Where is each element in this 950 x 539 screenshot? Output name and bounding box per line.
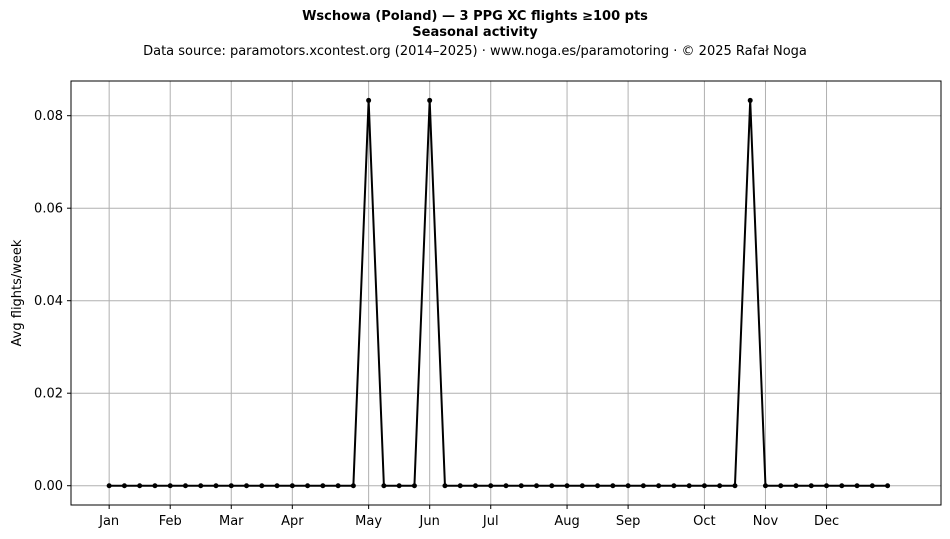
data-point — [762, 483, 768, 489]
data-point — [289, 483, 295, 489]
data-point — [366, 97, 372, 103]
data-point — [381, 483, 387, 489]
y-tick-label: 0.04 — [34, 294, 63, 309]
series-avg-flights — [106, 97, 891, 489]
x-tick-label: May — [355, 514, 382, 529]
data-point — [396, 483, 402, 489]
data-point — [442, 483, 448, 489]
data-point — [182, 483, 188, 489]
data-point — [717, 483, 723, 489]
data-point — [640, 483, 646, 489]
y-tick-label: 0.06 — [34, 202, 63, 217]
data-source-note: Data source: paramotors.xcontest.org (20… — [143, 44, 807, 59]
data-point — [610, 483, 616, 489]
data-point — [701, 483, 707, 489]
x-tick-label: Jul — [482, 514, 499, 529]
data-point — [595, 483, 601, 489]
data-point — [274, 483, 280, 489]
x-tick-label: Apr — [281, 514, 304, 529]
chart-subtitle: Seasonal activity — [412, 25, 538, 40]
data-point — [839, 483, 845, 489]
data-point — [320, 483, 326, 489]
data-point — [686, 483, 692, 489]
data-point — [411, 483, 417, 489]
data-point — [198, 483, 204, 489]
data-point — [503, 483, 509, 489]
data-point — [305, 483, 311, 489]
data-point — [350, 483, 356, 489]
data-point — [137, 483, 143, 489]
data-point — [778, 483, 784, 489]
data-point — [121, 483, 127, 489]
data-point — [427, 97, 433, 103]
data-point — [152, 483, 158, 489]
grid-lines — [71, 81, 941, 505]
y-tick-label: 0.00 — [34, 479, 63, 494]
data-point — [869, 483, 875, 489]
data-point — [824, 483, 830, 489]
x-tick-label: Dec — [814, 514, 839, 529]
axis-ticks: Jan Feb Mar Apr May Jun Jul Aug Sep Oct Nov Dec 0.00… — [34, 109, 839, 529]
data-point — [472, 483, 478, 489]
data-point — [335, 483, 341, 489]
data-point — [549, 483, 555, 489]
x-tick-label: Sep — [616, 514, 641, 529]
data-point — [244, 483, 250, 489]
x-tick-label: Jan — [98, 514, 119, 529]
data-point — [259, 483, 265, 489]
series-line — [109, 99, 888, 487]
data-point — [534, 483, 540, 489]
y-tick-label: 0.08 — [34, 109, 63, 124]
y-axis-label: Avg flights/week — [10, 239, 25, 346]
x-tick-label: Mar — [219, 514, 244, 529]
data-point — [167, 483, 173, 489]
x-tick-label: Aug — [554, 514, 579, 529]
data-point — [854, 483, 860, 489]
data-point — [457, 483, 463, 489]
y-tick-label: 0.02 — [34, 387, 63, 402]
data-point — [656, 483, 662, 489]
x-tick-label: Nov — [753, 514, 779, 529]
data-point — [793, 483, 799, 489]
data-point — [671, 483, 677, 489]
data-point — [808, 483, 814, 489]
data-point — [625, 483, 631, 489]
plot-frame — [70, 80, 942, 506]
data-point — [488, 483, 494, 489]
chart-title: Wschowa (Poland) — 3 PPG XC flights ≥100… — [302, 9, 648, 24]
data-point — [747, 97, 753, 103]
x-tick-label: Jun — [419, 514, 440, 529]
data-point — [732, 483, 738, 489]
data-point — [213, 483, 219, 489]
x-tick-label: Oct — [693, 514, 715, 529]
data-point — [579, 483, 585, 489]
x-tick-label: Feb — [159, 514, 182, 529]
chart-title-block: Wschowa (Poland) — 3 PPG XC flights ≥100… — [0, 0, 950, 60]
data-point — [518, 483, 524, 489]
data-point — [885, 483, 891, 489]
data-point — [106, 483, 112, 489]
data-point — [228, 483, 234, 489]
data-point — [564, 483, 570, 489]
